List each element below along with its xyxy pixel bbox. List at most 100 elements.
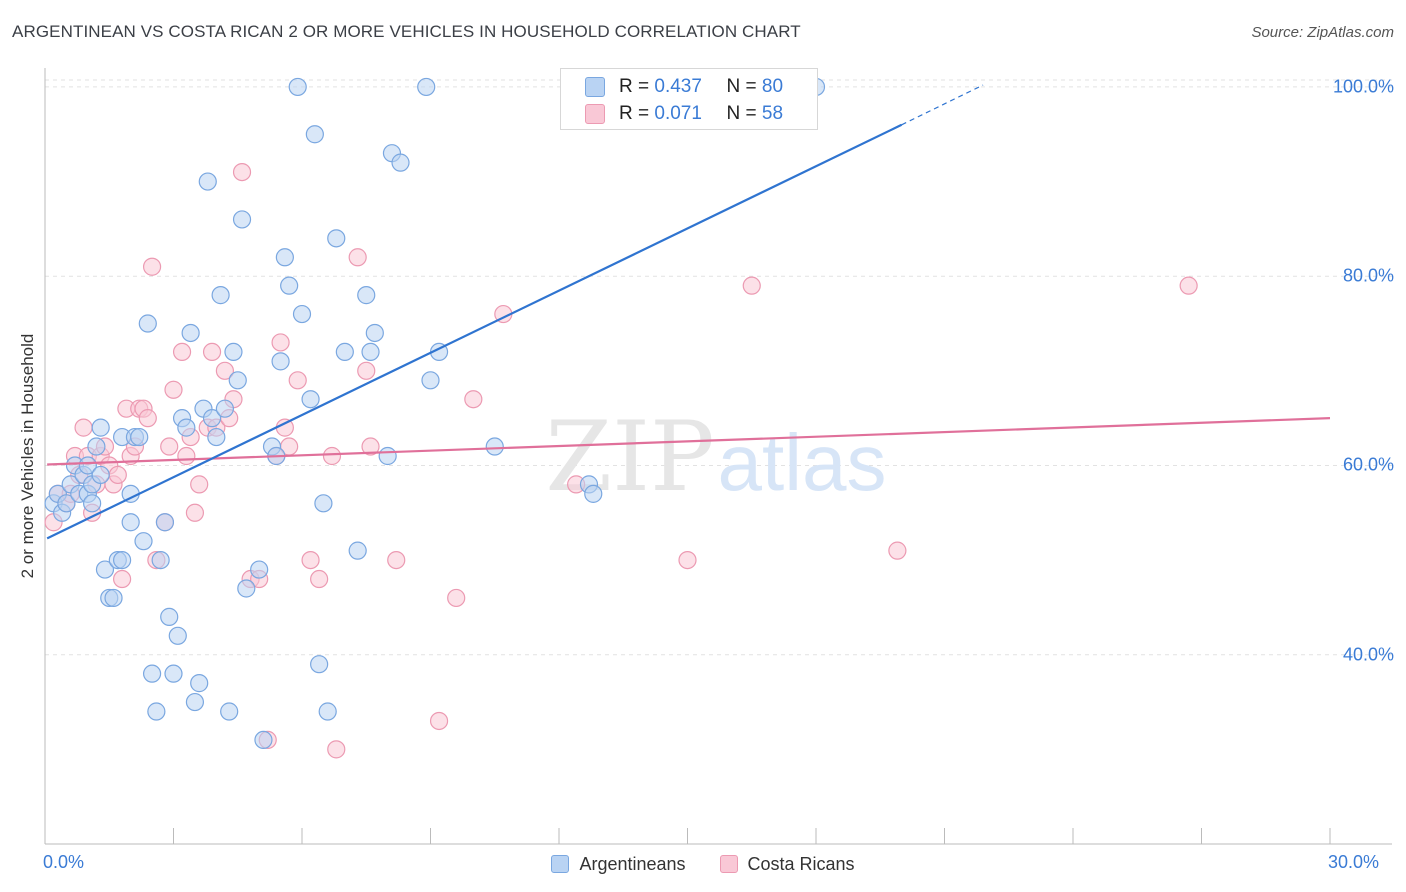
- point-costa-ricans: [185, 503, 205, 522]
- y-tick-label: 100.0%: [1332, 76, 1394, 97]
- chart-title: ARGENTINEAN VS COSTA RICAN 2 OR MORE VEH…: [12, 22, 801, 41]
- point-argentineans: [181, 323, 200, 343]
- stats-swatch-pink: [585, 104, 605, 124]
- y-tick-label: 80.0%: [1342, 265, 1394, 286]
- r-label: R =: [619, 103, 650, 124]
- point-argentineans: [417, 77, 436, 97]
- point-costa-ricans: [387, 550, 406, 570]
- point-argentineans: [485, 437, 504, 456]
- x-tick-label-max: 30.0%: [1328, 852, 1380, 872]
- point-argentineans: [87, 437, 106, 456]
- y-tick-label: 40.0%: [1342, 644, 1394, 665]
- trend-line-argentineans-extension: [901, 84, 984, 126]
- point-argentineans: [198, 172, 217, 191]
- point-argentineans: [130, 427, 149, 447]
- point-costa-ricans: [275, 418, 294, 437]
- point-argentineans: [185, 692, 205, 712]
- point-costa-ricans: [327, 740, 346, 759]
- point-argentineans: [220, 702, 239, 721]
- point-argentineans: [151, 550, 170, 570]
- point-costa-ricans: [138, 409, 157, 428]
- point-argentineans: [142, 664, 162, 683]
- legend-label-argentineans: Argentineans: [579, 853, 686, 874]
- trend-lines: [46, 84, 1331, 540]
- legend-item-costa-ricans[interactable]: Costa Ricans: [719, 853, 855, 875]
- point-argentineans: [164, 664, 183, 683]
- y-tick-label: 60.0%: [1342, 454, 1394, 475]
- point-costa-ricans: [288, 371, 307, 390]
- point-argentineans: [314, 494, 333, 513]
- watermark-atlas: atlas: [718, 418, 887, 507]
- point-costa-ricans: [108, 465, 127, 485]
- point-argentineans: [232, 210, 252, 229]
- point-costa-ricans: [888, 541, 907, 560]
- point-argentineans: [378, 446, 397, 466]
- legend: Argentineans Costa Ricans: [0, 850, 1406, 878]
- point-argentineans: [57, 494, 76, 513]
- point-argentineans: [335, 342, 354, 362]
- point-argentineans: [361, 342, 380, 362]
- point-costa-ricans: [190, 475, 209, 494]
- legend-swatch-pink: [719, 855, 738, 873]
- point-costa-ricans: [1179, 276, 1198, 295]
- point-argentineans: [584, 484, 603, 503]
- n-value-pink: 58: [761, 103, 784, 124]
- point-argentineans: [310, 655, 329, 674]
- point-argentineans: [91, 465, 110, 485]
- point-costa-ricans: [447, 588, 466, 608]
- point-argentineans: [301, 390, 320, 409]
- point-argentineans: [138, 314, 157, 333]
- legend-label-costa-ricans: Costa Ricans: [747, 853, 855, 874]
- x-tick-label-min: 0.0%: [43, 852, 85, 872]
- stats-row-costa-ricans: R = 0.071 N = 58: [585, 101, 783, 127]
- argentineans-points: [44, 77, 826, 750]
- point-argentineans: [168, 626, 187, 645]
- point-costa-ricans: [361, 437, 380, 456]
- point-costa-ricans: [348, 248, 367, 267]
- point-argentineans: [228, 371, 247, 390]
- stats-box: R = 0.437 N = 80 R = 0.071 N = 58: [560, 68, 818, 130]
- point-argentineans: [215, 399, 234, 418]
- point-costa-ricans: [464, 390, 483, 409]
- point-argentineans: [391, 153, 410, 172]
- point-argentineans: [134, 532, 153, 551]
- point-costa-ricans: [172, 342, 192, 362]
- legend-swatch-blue: [551, 855, 570, 873]
- point-argentineans: [280, 276, 299, 295]
- point-argentineans: [237, 579, 256, 598]
- point-argentineans: [365, 323, 384, 343]
- axes: [44, 68, 1392, 845]
- point-argentineans: [91, 418, 110, 437]
- point-costa-ricans: [177, 446, 196, 466]
- point-argentineans: [155, 513, 175, 532]
- stats-swatch-blue: [585, 77, 605, 97]
- point-argentineans: [190, 674, 209, 693]
- point-argentineans: [95, 560, 115, 579]
- point-argentineans: [250, 560, 269, 579]
- point-argentineans: [202, 409, 222, 428]
- point-argentineans: [147, 702, 166, 721]
- point-costa-ricans: [160, 437, 179, 456]
- point-argentineans: [254, 730, 273, 750]
- point-argentineans: [327, 229, 346, 248]
- point-argentineans: [160, 607, 179, 626]
- point-argentineans: [348, 541, 367, 560]
- point-argentineans: [112, 550, 132, 570]
- n-value-blue: 80: [761, 76, 784, 97]
- point-costa-ricans: [678, 550, 697, 570]
- n-label: N =: [726, 76, 757, 97]
- point-argentineans: [421, 371, 440, 390]
- watermark: ZIP atlas: [545, 401, 886, 513]
- r-label: R =: [619, 76, 650, 97]
- point-argentineans: [121, 513, 140, 532]
- r-value-pink: 0.071: [654, 103, 702, 124]
- r-value-blue: 0.437: [654, 76, 702, 97]
- point-costa-ricans: [74, 418, 93, 437]
- point-argentineans: [288, 77, 307, 97]
- trend-line-argentineans: [46, 123, 903, 540]
- point-costa-ricans: [142, 257, 162, 276]
- legend-item-argentineans[interactable]: Argentineans: [551, 853, 686, 875]
- point-costa-ricans: [164, 380, 183, 399]
- point-argentineans: [305, 125, 324, 144]
